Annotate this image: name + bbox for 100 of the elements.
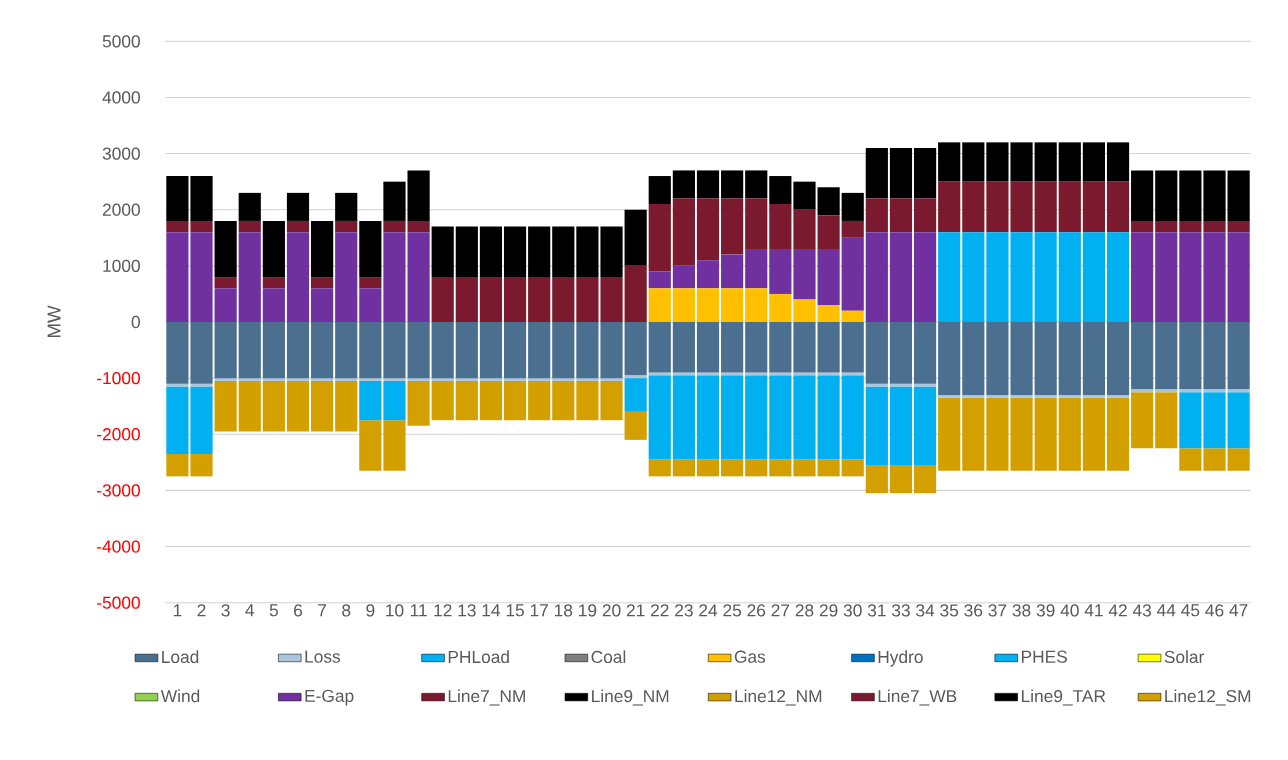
legend-label: Gas — [734, 650, 766, 663]
bar — [913, 465, 937, 494]
bar — [214, 288, 237, 322]
bar — [817, 215, 840, 250]
bar — [503, 277, 527, 322]
bar — [913, 383, 937, 387]
bar — [648, 459, 671, 477]
y-tick-label: 5000 — [102, 35, 140, 48]
bar — [238, 380, 261, 432]
bar — [552, 226, 575, 278]
bar — [311, 220, 334, 278]
x-tick-label: 25 — [723, 604, 742, 617]
bar — [1179, 321, 1202, 390]
bar — [865, 147, 888, 199]
bar — [672, 459, 695, 477]
bar — [817, 375, 840, 460]
bar — [841, 192, 864, 221]
bar — [1131, 389, 1154, 393]
bar — [503, 226, 527, 278]
bar — [1106, 142, 1130, 182]
bar — [1203, 389, 1226, 393]
bar — [359, 420, 382, 471]
bar — [190, 321, 213, 384]
bar — [793, 181, 816, 210]
y-axis-title: MW — [47, 305, 61, 338]
x-tick-label: 21 — [626, 604, 645, 617]
bar — [1227, 389, 1250, 393]
bar — [793, 375, 816, 460]
bar — [1106, 321, 1130, 395]
legend-label: Load — [162, 650, 199, 664]
bar — [696, 260, 720, 289]
bar — [696, 198, 720, 261]
x-tick-label: 38 — [1012, 604, 1031, 617]
bar — [1203, 220, 1226, 233]
bar — [1058, 321, 1081, 395]
bar — [1058, 397, 1081, 471]
bar — [262, 288, 285, 322]
bar — [1034, 181, 1057, 233]
bar — [1058, 181, 1081, 233]
bar — [311, 277, 334, 289]
bar — [479, 226, 503, 278]
bar — [817, 305, 840, 322]
bar — [672, 375, 695, 460]
bar — [865, 465, 888, 494]
bar — [1131, 170, 1154, 221]
bar — [286, 220, 310, 233]
bar — [721, 198, 744, 255]
bar — [696, 375, 720, 460]
bar — [1179, 220, 1202, 233]
bar — [1082, 397, 1105, 471]
bar — [865, 321, 888, 384]
bar — [1131, 220, 1154, 233]
x-tick-label: 27 — [771, 604, 790, 617]
bar — [769, 176, 792, 205]
x-tick-label: 6 — [294, 604, 303, 617]
bar — [190, 176, 213, 221]
bar — [359, 380, 382, 421]
bar — [262, 378, 285, 381]
bar — [455, 277, 478, 322]
x-tick-label: 11 — [410, 604, 427, 617]
y-tick-label: -1000 — [97, 371, 140, 385]
x-tick-label: 23 — [675, 604, 693, 617]
x-tick-label: 46 — [1205, 604, 1224, 617]
bar — [1227, 232, 1250, 322]
bar — [865, 198, 888, 233]
bar — [889, 386, 913, 466]
bar — [335, 232, 358, 322]
bar — [528, 226, 551, 278]
legend-label: Line7_WB — [878, 689, 957, 706]
bar — [1203, 448, 1226, 471]
bar — [166, 232, 189, 322]
bar — [238, 378, 261, 381]
bar — [841, 220, 864, 238]
bar — [865, 383, 888, 387]
x-tick-label: 15 — [506, 604, 524, 617]
bar — [503, 321, 527, 379]
bar — [1106, 181, 1130, 233]
x-tick-label: 33 — [891, 604, 910, 617]
bar — [938, 232, 961, 322]
bar — [238, 232, 261, 322]
y-tick-label: 2000 — [102, 203, 140, 216]
bar — [817, 321, 840, 373]
legend-label: Line9_TAR — [1021, 689, 1106, 706]
bar — [359, 277, 382, 289]
bar — [359, 378, 382, 381]
x-tick-label: 29 — [819, 604, 838, 617]
x-tick-label: 20 — [602, 604, 621, 617]
bar — [962, 232, 985, 322]
legend-label: Loss — [305, 650, 341, 663]
bar — [431, 226, 454, 278]
bar — [286, 380, 310, 432]
x-tick-label: 24 — [699, 604, 718, 617]
y-tick-label: 3000 — [102, 147, 140, 160]
bar — [745, 459, 768, 477]
legend-label: PHLoad — [448, 650, 509, 664]
bar — [938, 181, 961, 233]
bar — [1179, 392, 1202, 449]
bar — [214, 321, 237, 379]
bar — [335, 192, 358, 221]
bar — [962, 397, 985, 471]
